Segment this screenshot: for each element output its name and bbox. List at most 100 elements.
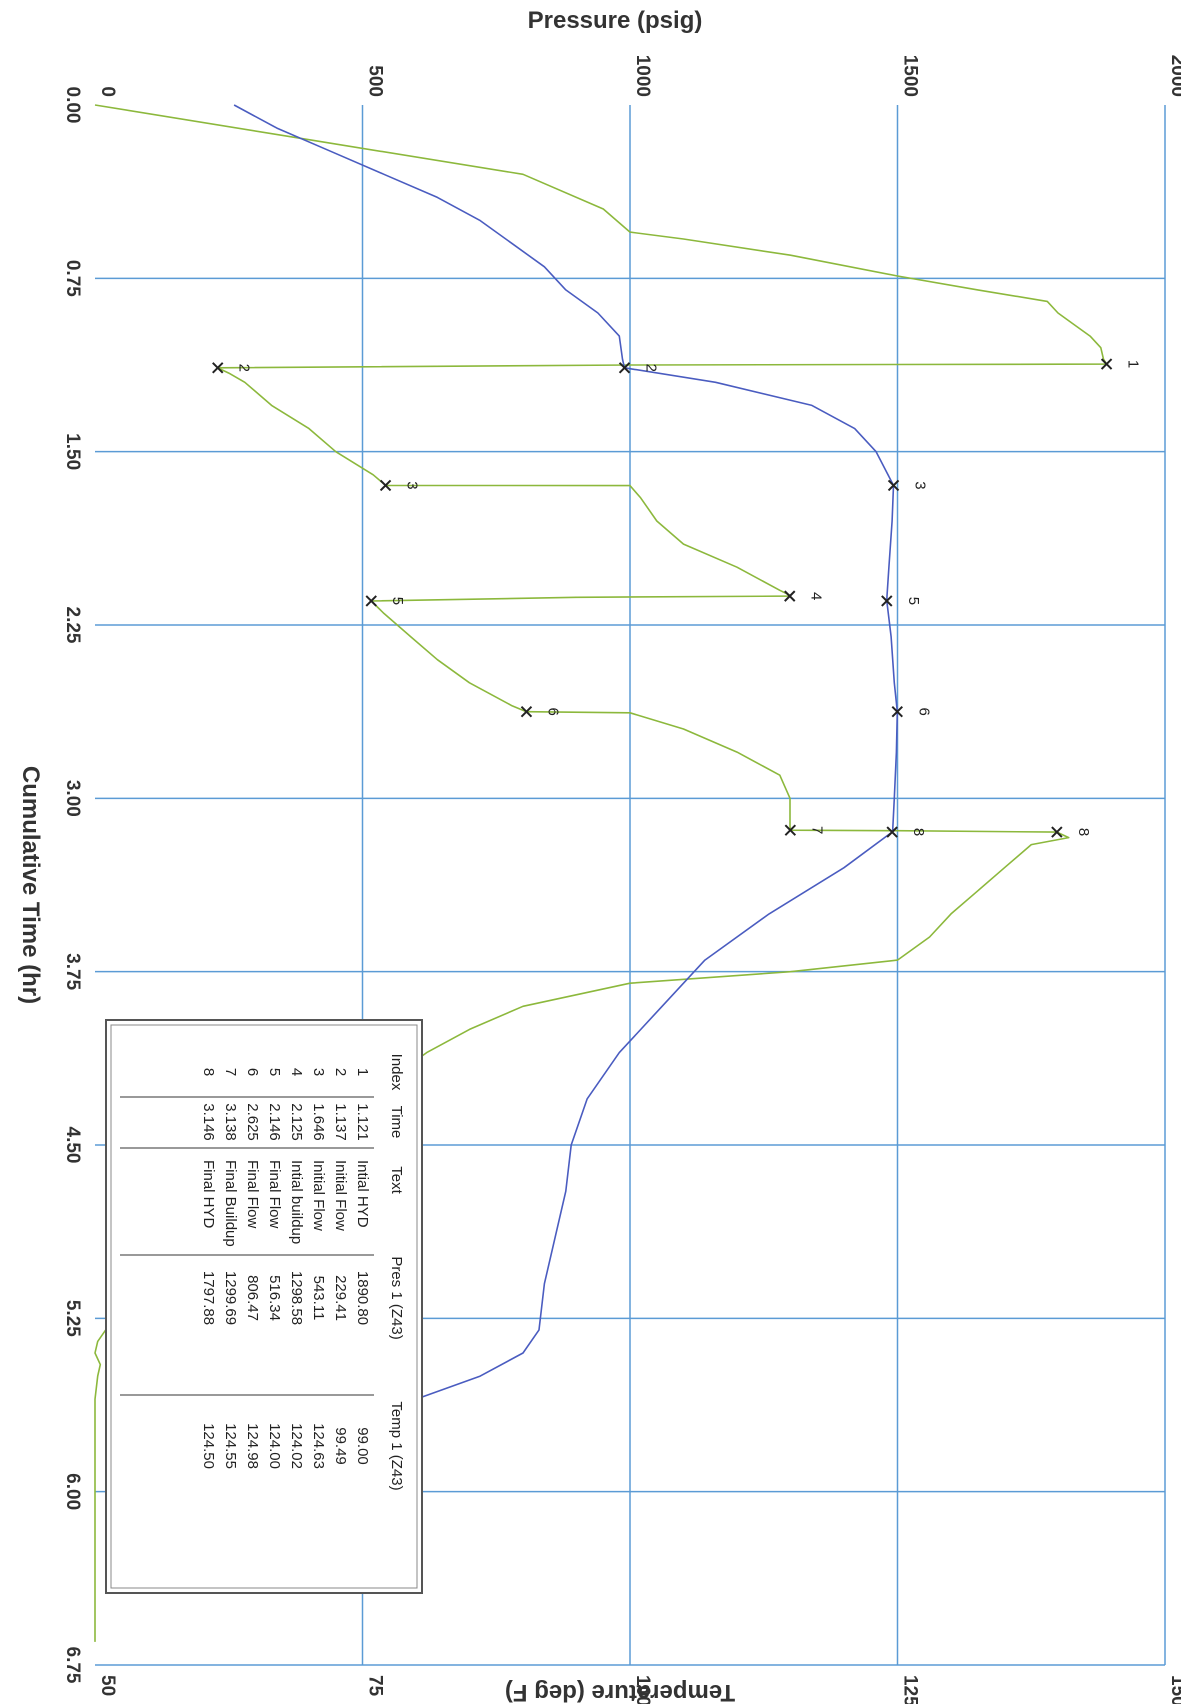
table-cell: 229.41 [332,1275,349,1321]
time-tick-label: 0.00 [62,87,83,124]
table-cell: 8 [200,1068,217,1076]
table-cell: Final HYD [200,1160,217,1229]
temperature-marker-label-8: 8 [910,828,927,836]
time-tick-label: 4.50 [62,1127,83,1164]
table-cell: 124.00 [266,1423,283,1469]
table-cell: 543.11 [310,1276,327,1321]
pressure-tick-label: 1000 [632,55,653,97]
pressure-marker-label-2: 2 [236,364,253,372]
table-cell: Initial Flow [310,1160,327,1231]
table-cell: 1299.69 [222,1271,239,1325]
time-tick-label: 0.75 [62,260,83,297]
table-cell: 3.138 [222,1103,239,1141]
pressure-marker-label-5: 5 [389,597,406,605]
x-axis-title: Cumulative Time (hr) [17,766,44,1004]
table-cell: Final Buildup [222,1160,239,1247]
temperature-marker-6 [891,705,903,718]
pressure-tick-label: 2000 [1167,55,1181,97]
time-tick-label: 1.50 [62,433,83,470]
pressure-marker-4 [784,590,796,602]
table-header-cell: Pres 1 (Z43) [388,1256,405,1339]
temperature-axis-title: Temperature (deg F) [505,1679,735,1704]
temperature-marker-label-6: 6 [915,707,932,715]
table-cell: 1.646 [310,1103,327,1141]
table-cell: 1 [354,1068,371,1076]
pressure-marker-label-4: 4 [808,592,825,600]
table-cell: 99.00 [354,1427,371,1465]
temperature-marker-label-5: 5 [905,597,922,605]
pressure-marker-label-8: 8 [1075,828,1092,836]
temperature-marker-3 [887,479,900,492]
table-header-cell: Text [388,1166,405,1194]
temperature-marker-2 [618,362,631,374]
pressure-tick-label: 1500 [900,55,921,97]
pressure-marker-label-1: 1 [1125,360,1142,368]
time-tick-label: 5.25 [62,1300,83,1337]
pressure-marker-7 [784,824,797,836]
temperature-marker-5 [881,595,893,607]
table-cell: 4 [288,1068,305,1076]
temperature-tick-label: 100 [632,1675,653,1704]
pressure-marker-3 [379,479,392,492]
temperature-marker-label-2: 2 [643,364,660,372]
pressure-marker-2 [212,362,224,374]
pressure-marker-label-7: 7 [808,826,825,834]
table-cell: Intial HYD [354,1160,371,1228]
temperature-tick-label: 125 [900,1675,921,1704]
pressure-tick-label: 500 [365,65,386,97]
temperature-tick-label: 150 [1167,1675,1181,1704]
table-cell: 124.98 [244,1423,261,1469]
temperature-marker-8 [886,826,898,838]
table-cell: 2.625 [244,1103,261,1141]
temperature-marker-label-3: 3 [912,481,929,489]
table-cell: 516.34 [266,1275,283,1321]
pressure-marker-label-3: 3 [404,481,421,489]
table-header-cell: Time [388,1106,405,1139]
pressure-marker-1 [1100,358,1113,370]
pressure-series-line [94,104,1108,1642]
temperature-tick-label: 75 [365,1675,386,1697]
pressure-marker-label-6: 6 [544,707,561,715]
table-cell: 2 [332,1068,349,1076]
time-tick-label: 6.75 [62,1647,83,1684]
time-tick-label: 3.75 [62,953,83,990]
table-cell: Final Flow [266,1160,283,1229]
table-cell: 6 [244,1068,261,1076]
table-cell: 1.121 [354,1103,371,1141]
table-cell: 124.50 [200,1423,217,1469]
pressure-marker-8 [1051,826,1063,838]
table-cell: 806.47 [244,1275,261,1321]
table-header-cell: Index [388,1054,405,1091]
table-cell: Final Flow [244,1160,261,1229]
temperature-tick-label: 50 [97,1675,118,1696]
temperature-series-line [233,104,899,1492]
table-cell: 5 [266,1068,283,1076]
table-cell: 1.137 [332,1103,349,1141]
time-tick-label: 3.00 [62,780,83,817]
table-cell: 2.125 [288,1103,305,1141]
table-cell: Initial Flow [332,1160,349,1231]
pressure-marker-5 [365,595,377,607]
pressure-marker-6 [520,705,533,718]
table-cell: 2.146 [266,1103,283,1141]
table-cell: 1890.80 [354,1271,371,1325]
table-cell: 99.49 [332,1427,349,1465]
table-cell: 1298.58 [288,1271,305,1325]
time-tick-label: 2.25 [62,607,83,644]
table-box [105,1019,423,1594]
table-cell: 3.146 [200,1103,217,1141]
pressure-tick-label: 0 [97,86,118,97]
table-cell: 124.55 [222,1423,239,1469]
table-cell: 1797.88 [200,1271,217,1325]
pressure-axis-title: Pressure (psig) [528,7,703,34]
table-cell: 124.63 [310,1423,327,1469]
table-cell: Intial buildup [288,1160,305,1244]
table-cell: 124.02 [288,1423,305,1469]
time-tick-label: 6.00 [62,1473,83,1510]
table-cell: 3 [310,1068,327,1076]
table-inner-border [110,1024,418,1589]
table-header-cell: Temp 1 (Z43) [388,1401,405,1490]
table-cell: 7 [222,1068,239,1076]
